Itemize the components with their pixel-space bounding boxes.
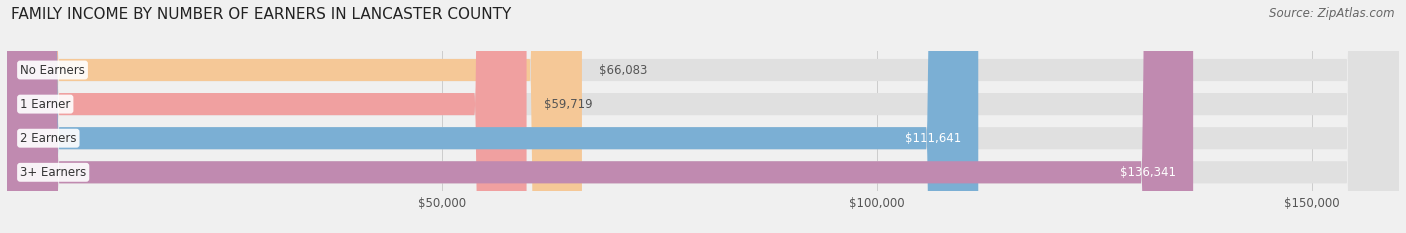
Text: Source: ZipAtlas.com: Source: ZipAtlas.com bbox=[1270, 7, 1395, 20]
FancyBboxPatch shape bbox=[7, 0, 1194, 233]
Text: 1 Earner: 1 Earner bbox=[20, 98, 70, 111]
FancyBboxPatch shape bbox=[7, 0, 1399, 233]
Text: No Earners: No Earners bbox=[20, 64, 84, 76]
Text: $136,341: $136,341 bbox=[1119, 166, 1175, 179]
Text: 2 Earners: 2 Earners bbox=[20, 132, 76, 145]
FancyBboxPatch shape bbox=[7, 0, 979, 233]
FancyBboxPatch shape bbox=[7, 0, 582, 233]
Text: $59,719: $59,719 bbox=[544, 98, 592, 111]
FancyBboxPatch shape bbox=[7, 0, 527, 233]
FancyBboxPatch shape bbox=[7, 0, 1399, 233]
Text: $111,641: $111,641 bbox=[904, 132, 960, 145]
Text: 3+ Earners: 3+ Earners bbox=[20, 166, 86, 179]
FancyBboxPatch shape bbox=[7, 0, 1399, 233]
Text: $66,083: $66,083 bbox=[599, 64, 648, 76]
FancyBboxPatch shape bbox=[7, 0, 1399, 233]
Text: FAMILY INCOME BY NUMBER OF EARNERS IN LANCASTER COUNTY: FAMILY INCOME BY NUMBER OF EARNERS IN LA… bbox=[11, 7, 512, 22]
